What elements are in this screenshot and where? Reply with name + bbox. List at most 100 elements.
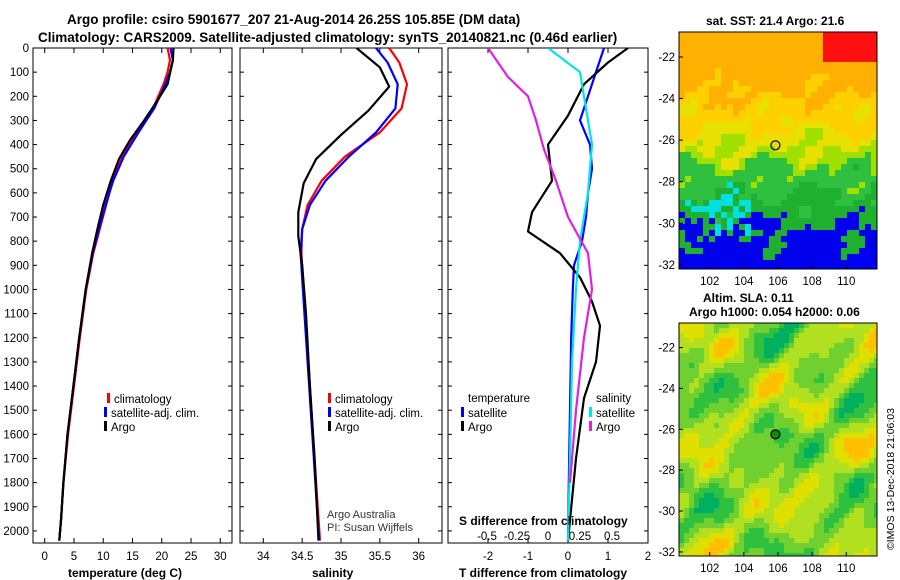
sla-cell [679,368,685,374]
sst-cell [739,260,746,267]
sla-cell [779,553,785,556]
sst-cell [829,170,836,177]
sla-cell [724,383,730,389]
sla-cell [794,403,800,409]
sla-cell [779,413,785,419]
sst-cell [859,164,866,171]
sla-cell [839,438,845,444]
sla-cell [794,523,800,529]
sla-cell [774,353,780,359]
sst-cell [727,62,734,69]
sst-cell [799,236,806,243]
sla-cell [699,493,705,499]
sla-cell [824,333,830,339]
sla-cell [859,418,865,424]
sla-cell [754,498,760,504]
sst-cell [721,152,728,159]
sla-cell [709,513,715,519]
sst-cell [703,134,710,141]
sst-cell [871,242,877,249]
sla-cell [784,543,790,549]
sst-cell [817,56,824,63]
sst-cell [739,230,746,237]
sst-cell [703,212,710,219]
sla-cell [739,368,745,374]
sla-cell [729,438,735,444]
sst-cell [691,50,698,57]
sla-cell [699,513,705,519]
sst-cell [751,254,758,261]
sst-cell [781,212,788,219]
sla-cell [844,338,850,344]
sla-cell [734,463,740,469]
sla-cell [684,528,690,534]
sst-cell [829,188,836,195]
sla-cell [749,513,755,519]
sla-cell [694,403,700,409]
sst-cell [841,68,848,75]
sla-cell [854,498,860,504]
sst-cell [871,80,877,87]
sst-cell [871,158,877,165]
sla-cell [744,538,750,544]
sla-cell [679,353,685,359]
sla-cell [819,463,825,469]
sla-cell [719,323,725,329]
sla-cell [689,473,695,479]
sst-cell [841,56,848,63]
sla-cell [739,498,745,504]
sla-cell [724,413,730,419]
sst-cell [763,182,770,189]
sla-cell [734,478,740,484]
sst-cell [871,104,877,111]
sst-cell [811,92,818,99]
sst-cell [811,200,818,207]
sla-cell [839,458,845,464]
sla-cell [764,358,770,364]
sla-cell [739,538,745,544]
sla-cell [764,403,770,409]
sst-cell [793,212,800,219]
sla-cell [764,448,770,454]
sst-cell [835,38,842,45]
sst-cell [769,98,776,105]
sla-cell [729,548,735,554]
sla-cell [874,498,877,504]
sst-cell [751,146,758,153]
sst-cell [805,44,812,51]
sla-cell [739,553,745,556]
sla-cell [789,363,795,369]
sla-cell [759,418,765,424]
sla-cell [749,503,755,509]
sla-cell [679,348,685,354]
sst-cell [733,122,740,129]
sst-cell [781,224,788,231]
sst-cell [745,182,752,189]
sla-cell [754,378,760,384]
sla-cell [704,333,710,339]
sst-cell [763,164,770,171]
sst-cell [763,188,770,195]
sst-cell [853,206,860,213]
sla-cell [744,358,750,364]
sla-cell [849,508,855,514]
sla-cell [849,463,855,469]
sla-cell [819,413,825,419]
sst-cell [691,80,698,87]
sla-cell [724,553,730,556]
sst-cell [757,122,764,129]
sla-cell [734,383,740,389]
sst-cell [805,182,812,189]
sst-cell [853,134,860,141]
sla-cell [809,548,815,554]
sla-cell [744,553,750,556]
imos-stamp: ©IMOS 13-Dec-2018 21:06:03 [885,408,897,550]
sla-cell [814,438,820,444]
sla-cell [804,498,810,504]
sla-cell [799,478,805,484]
sla-cell [859,343,865,349]
sla-cell [759,448,765,454]
sla-cell [814,328,820,334]
sla-cell [819,428,825,434]
sla-cell [739,533,745,539]
